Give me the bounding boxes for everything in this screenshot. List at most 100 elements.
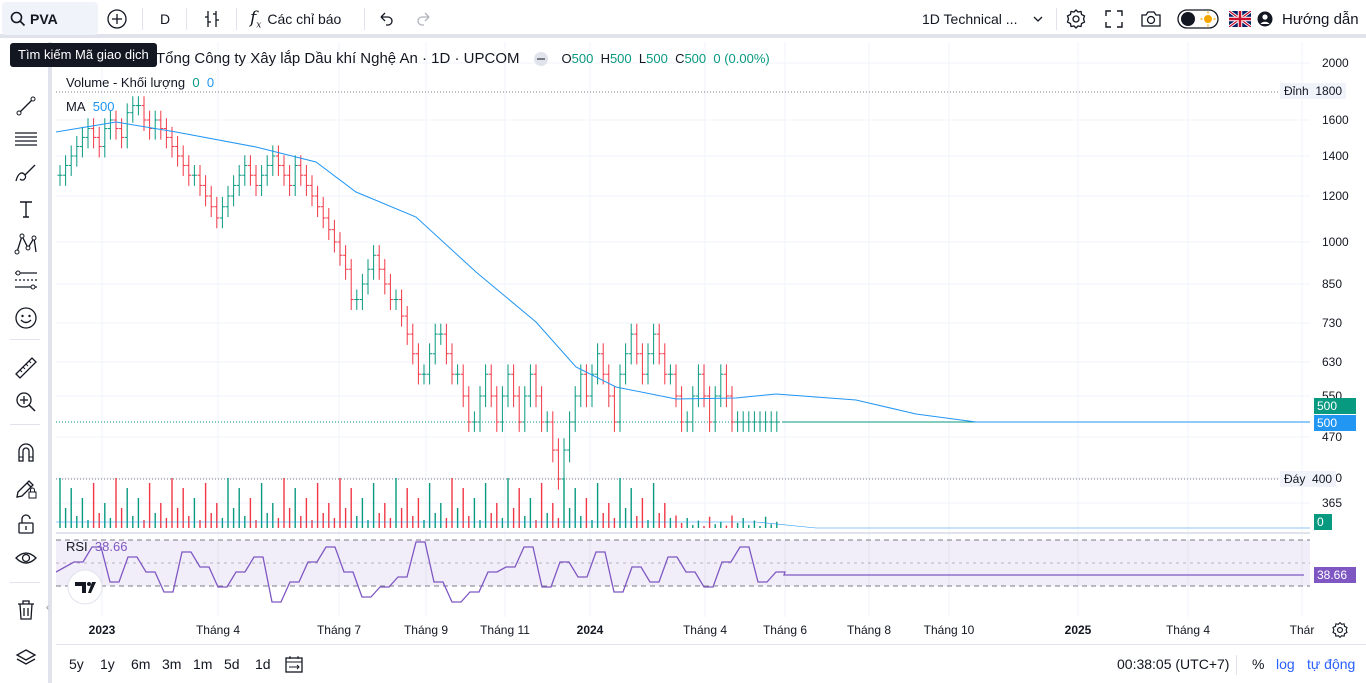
range-button-1m[interactable]: 1m xyxy=(193,656,213,672)
rsi-legend[interactable]: RSI 38.66 xyxy=(66,539,128,554)
price-chart[interactable] xyxy=(56,42,1310,644)
indicators-button[interactable]: fx Các chỉ báo xyxy=(250,0,341,38)
camera-icon xyxy=(1141,11,1161,27)
ohlc-bar xyxy=(544,411,550,432)
symbol-search-button[interactable]: PVA xyxy=(2,2,98,35)
ohlc-bar xyxy=(96,126,102,158)
object-tree-tool[interactable] xyxy=(12,644,40,672)
pattern-tool[interactable] xyxy=(12,230,40,258)
compare-button[interactable] xyxy=(106,0,128,38)
lock-drawing-tool[interactable] xyxy=(12,474,40,502)
ohlc-bar xyxy=(354,289,360,310)
range-button-6m[interactable]: 6m xyxy=(131,656,151,672)
emoji-tool[interactable] xyxy=(12,304,40,332)
help-button[interactable]: Hướng dẫn xyxy=(1257,0,1359,38)
ohlc-bar xyxy=(639,343,645,385)
layout-dropdown[interactable]: 1D Technical ... xyxy=(922,0,1048,38)
ohlc-bar xyxy=(225,185,231,218)
date-range-button[interactable] xyxy=(284,654,304,677)
text-icon xyxy=(20,201,32,218)
ohlc-bar xyxy=(147,110,153,140)
delete-drawings-tool[interactable] xyxy=(12,596,40,624)
ohlc-bar xyxy=(606,364,612,408)
ohlc-bar xyxy=(253,165,259,196)
trend-line-tool[interactable] xyxy=(12,92,40,120)
symbol-title[interactable]: Tổng Công ty Xây lắp Dầu khí Nghệ An · 1… xyxy=(156,50,520,67)
drawing-toolbar: ‹ xyxy=(0,42,52,683)
ma-legend[interactable]: MA 500 xyxy=(66,99,115,114)
help-label: Hướng dẫn xyxy=(1282,10,1359,28)
eye-icon xyxy=(15,552,37,564)
ohlc-bar xyxy=(768,411,774,432)
settings-button[interactable] xyxy=(1065,0,1087,38)
ohlc-bar xyxy=(208,185,214,218)
forecast-tool[interactable] xyxy=(12,266,40,294)
ohlc-bar xyxy=(135,96,141,116)
time-axis[interactable]: 2023 Tháng 4 Tháng 7 Tháng 9 Tháng 11 2024 Thá… xyxy=(56,617,1315,643)
zoom-in-tool[interactable] xyxy=(12,388,40,416)
fullscreen-icon xyxy=(1105,10,1123,28)
pattern-icon xyxy=(14,233,37,255)
search-icon xyxy=(10,11,26,26)
ohlc-bar xyxy=(735,411,741,432)
ohlc-bar xyxy=(382,259,388,295)
range-button-5d[interactable]: 5d xyxy=(224,656,240,672)
magnet-tool[interactable] xyxy=(12,438,40,466)
range-button-1d[interactable]: 1d xyxy=(255,656,271,672)
price-tick-3: 1200 xyxy=(1322,189,1349,203)
redo-icon xyxy=(417,12,430,26)
range-button-3m[interactable]: 3m xyxy=(162,656,182,672)
ohlc-bar xyxy=(287,165,293,196)
price-tick-5: 850 xyxy=(1322,277,1343,291)
ohlc-bar xyxy=(197,165,203,196)
ohlc-bar xyxy=(124,103,130,149)
time-tick-2: Tháng 7 xyxy=(316,623,362,637)
log-toggle[interactable]: log xyxy=(1276,656,1295,672)
ohlc-bar xyxy=(488,364,494,408)
clock[interactable]: 00:38:05 (UTC+7) xyxy=(1117,656,1230,672)
theme-toggle-icon xyxy=(1177,9,1219,29)
ohlc-bar xyxy=(158,110,164,140)
ruler-tool[interactable] xyxy=(12,354,40,382)
ohlc-bar xyxy=(723,364,729,408)
price-axis[interactable]: 2000160014001200100085073063055047041036… xyxy=(1280,42,1366,617)
text-tool[interactable] xyxy=(12,195,40,223)
undo-button[interactable] xyxy=(377,0,395,38)
collapse-toolbar-handle[interactable]: ‹ xyxy=(46,602,49,612)
ohlc-bar xyxy=(578,364,584,408)
interval-button[interactable]: D xyxy=(160,11,171,27)
range-button-5y[interactable]: 5y xyxy=(69,656,84,672)
horizontal-lines-tool[interactable] xyxy=(12,125,40,153)
range-button-1y[interactable]: 1y xyxy=(100,656,115,672)
bottom-separator xyxy=(1236,655,1237,675)
ohlc-bar xyxy=(690,386,696,432)
theme-toggle[interactable] xyxy=(1177,0,1219,38)
ohlc-bar xyxy=(247,155,253,186)
chart-type-button[interactable] xyxy=(202,0,222,38)
ohlc-bar xyxy=(511,364,517,408)
fullscreen-button[interactable] xyxy=(1104,0,1124,38)
ohlc-bar xyxy=(320,196,326,229)
axis-settings-button[interactable] xyxy=(1331,621,1349,642)
price-tick-9: 470 xyxy=(1322,430,1343,444)
brush-tool[interactable] xyxy=(12,160,40,188)
volume-legend[interactable]: Volume - Khối lượng 0 0 xyxy=(66,75,215,90)
ohlc-bar xyxy=(231,175,237,207)
ohlc-bar xyxy=(533,364,539,408)
ohlc-bar xyxy=(712,386,718,432)
hide-drawings-tool[interactable] xyxy=(12,544,40,572)
lock-all-tool[interactable] xyxy=(12,510,40,538)
ohlc-bar xyxy=(718,364,724,408)
ohlc-bar xyxy=(460,364,466,408)
ohlc-bar xyxy=(522,386,528,432)
redo-button[interactable] xyxy=(415,0,433,38)
ohlc-bar xyxy=(494,386,500,432)
ohlc-bar xyxy=(432,323,438,365)
screenshot-button[interactable] xyxy=(1140,0,1162,38)
ohlc-bar xyxy=(219,196,225,229)
forecast-icon xyxy=(15,270,37,290)
ohlc-bar xyxy=(365,259,371,295)
auto-toggle[interactable]: tự động xyxy=(1307,656,1356,672)
language-button[interactable] xyxy=(1229,0,1251,38)
percent-toggle[interactable]: % xyxy=(1252,656,1265,672)
